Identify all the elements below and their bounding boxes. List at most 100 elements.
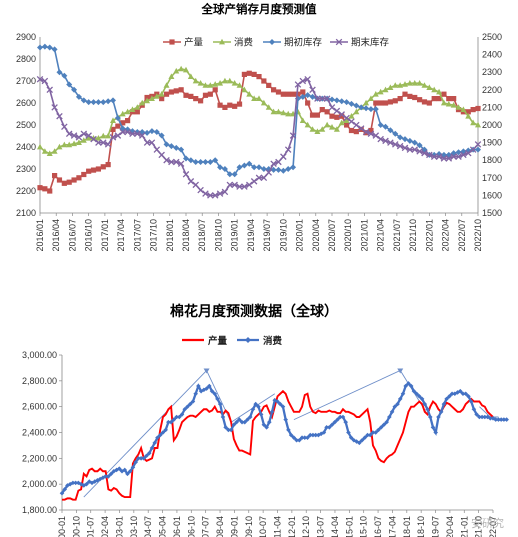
data-point-1 xyxy=(316,432,321,438)
data-point-0 xyxy=(222,104,228,110)
data-point-3 xyxy=(319,95,326,102)
data-point-1 xyxy=(501,417,507,422)
data-point-1 xyxy=(335,417,340,422)
data-point-1 xyxy=(381,422,387,428)
data-point-1 xyxy=(223,425,228,430)
data-point-3 xyxy=(236,183,243,190)
data-point-0 xyxy=(183,92,189,98)
data-point-1 xyxy=(67,481,73,487)
data-point-1 xyxy=(144,453,149,459)
data-point-0 xyxy=(134,109,140,115)
data-point-1 xyxy=(246,91,253,97)
data-point-0 xyxy=(329,113,335,119)
data-point-1 xyxy=(332,419,338,425)
data-point-1 xyxy=(265,104,272,110)
data-point-3 xyxy=(474,141,482,148)
data-point-1 xyxy=(318,431,324,437)
data-point-2 xyxy=(153,129,160,136)
data-point-1 xyxy=(78,481,84,487)
data-point-1 xyxy=(149,445,155,451)
data-point-1 xyxy=(440,99,447,106)
data-point-0 xyxy=(159,96,165,102)
data-point-1 xyxy=(340,414,346,420)
data-point-2 xyxy=(392,130,399,137)
data-point-1 xyxy=(95,135,102,141)
x-tick-label: 2012-10 xyxy=(301,516,311,537)
y-tick-label-right: 2500 xyxy=(482,32,502,42)
x-tick-label: 2009-01 xyxy=(229,516,239,537)
x-tick-label: 2018-01 xyxy=(402,516,412,537)
x-tick-label: 2020/04 xyxy=(311,219,321,252)
data-point-0 xyxy=(441,91,447,97)
data-point-0 xyxy=(436,96,442,102)
data-point-1 xyxy=(148,95,155,101)
data-point-1 xyxy=(493,417,499,422)
data-point-1 xyxy=(245,417,250,422)
data-point-0 xyxy=(52,173,58,179)
x-tick-label: 2006-01 xyxy=(172,516,182,537)
data-point-2 xyxy=(280,167,287,174)
data-point-1 xyxy=(411,80,418,86)
data-point-3 xyxy=(275,158,282,166)
data-point-3 xyxy=(406,146,414,153)
data-point-1 xyxy=(309,126,316,132)
data-point-1 xyxy=(226,77,233,84)
data-point-1 xyxy=(357,440,362,446)
data-point-1 xyxy=(460,106,467,112)
x-tick-label: 2017/10 xyxy=(149,219,159,252)
y-tick-label-right: 1500 xyxy=(482,208,502,218)
data-point-1 xyxy=(463,391,469,397)
data-point-1 xyxy=(370,430,376,435)
watermark-text: 安研究 xyxy=(471,517,504,530)
data-point-1 xyxy=(129,106,136,112)
data-point-3 xyxy=(450,153,457,160)
data-point-1 xyxy=(475,121,481,128)
x-tick-label: 2016/04 xyxy=(51,219,61,252)
data-point-2 xyxy=(114,114,121,121)
data-point-3 xyxy=(241,183,248,190)
data-point-2 xyxy=(202,158,209,165)
data-point-1 xyxy=(114,467,119,473)
data-point-1 xyxy=(37,143,43,150)
series-0 xyxy=(37,70,481,194)
data-point-2 xyxy=(372,106,379,113)
x-tick-label: 2019-07 xyxy=(431,516,441,537)
data-point-3 xyxy=(377,135,384,143)
data-point-1 xyxy=(75,139,82,145)
series-3 xyxy=(36,75,482,199)
data-point-3 xyxy=(129,130,136,138)
data-point-1 xyxy=(367,432,373,438)
data-point-2 xyxy=(260,166,267,172)
data-point-1 xyxy=(327,425,332,430)
data-point-1 xyxy=(288,432,294,438)
data-point-1 xyxy=(234,419,239,425)
x-tick-label: 2018/10 xyxy=(213,219,223,252)
data-point-3 xyxy=(338,111,345,118)
data-point-1 xyxy=(382,86,389,93)
data-point-1 xyxy=(231,80,238,86)
data-point-3 xyxy=(250,178,258,185)
x-tick-label: 2019/10 xyxy=(278,219,288,252)
data-point-3 xyxy=(440,155,448,162)
data-point-3 xyxy=(187,178,195,185)
data-point-1 xyxy=(207,82,214,88)
chart-top: 全球产销存月度预测值 2100 2200 2300 2400 2500 2600 2700 28… xyxy=(16,2,502,252)
data-point-1 xyxy=(250,406,256,412)
data-point-1 xyxy=(168,73,175,79)
x-tick-label: 2003-10 xyxy=(129,516,139,537)
x-tick-label: 2019/07 xyxy=(262,219,272,252)
y-tick-label: 3,000.00 xyxy=(22,350,57,360)
data-point-0 xyxy=(236,101,243,107)
data-point-3 xyxy=(153,146,161,153)
data-point-1 xyxy=(242,419,248,425)
x-tick-label: 2020/01 xyxy=(295,219,305,252)
data-point-0 xyxy=(202,92,209,98)
data-point-0 xyxy=(392,98,398,104)
data-point-3 xyxy=(168,158,175,166)
y-tick-label-left: 2300 xyxy=(16,164,36,174)
data-point-2 xyxy=(207,158,214,165)
data-point-3 xyxy=(95,139,102,146)
data-point-1 xyxy=(261,422,267,428)
data-point-3 xyxy=(177,160,185,167)
x-tick-label: 2016/07 xyxy=(67,219,77,252)
